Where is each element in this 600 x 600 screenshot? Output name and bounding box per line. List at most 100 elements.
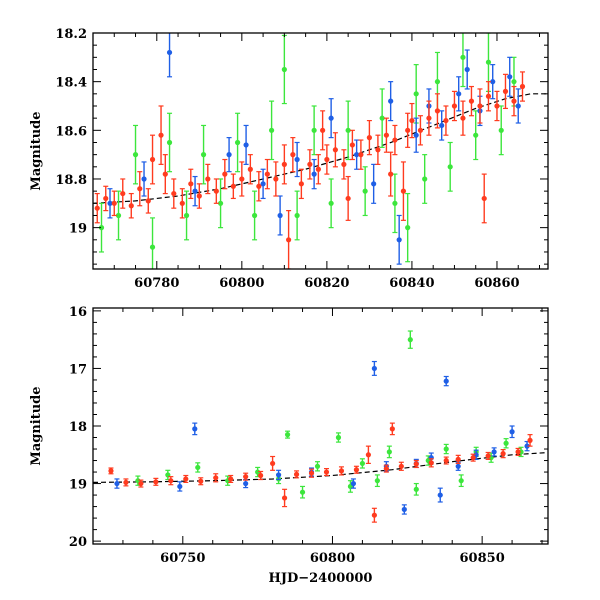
data-point (183, 212, 190, 219)
data-point (443, 378, 449, 384)
data-point (323, 469, 330, 475)
y-tick-label: 18.8 (55, 173, 87, 188)
data-point (470, 455, 476, 461)
data-point (477, 103, 483, 109)
data-point (98, 225, 105, 231)
data-point (494, 103, 500, 109)
data-point (103, 195, 109, 202)
data-point (294, 156, 300, 163)
data-point (177, 483, 183, 490)
data-point (298, 181, 304, 187)
x-tick-label: 60820 (304, 276, 349, 291)
data-point (481, 195, 487, 202)
data-point (198, 478, 204, 484)
x-tick-label: 60800 (310, 551, 355, 566)
data-point (307, 161, 313, 167)
data-point (213, 475, 219, 481)
data-point (166, 49, 173, 56)
data-point (456, 91, 462, 97)
fit-curve (93, 451, 548, 483)
data-point (311, 171, 317, 177)
data-point (511, 98, 517, 104)
data-point (255, 469, 261, 475)
data-point (434, 108, 441, 114)
data-point (308, 470, 315, 476)
data-point (485, 453, 491, 459)
x-tick-label: 60850 (460, 551, 505, 566)
data-point (200, 152, 207, 158)
data-point (485, 59, 492, 65)
data-point (443, 446, 449, 452)
data-point (400, 188, 407, 194)
y-tick-label: 18.4 (55, 76, 87, 91)
top-panel: 60780 60800 60820 60840 60860 18.2 18.4 18.6 18.… (29, 27, 549, 291)
data-point (234, 139, 241, 146)
data-point (293, 471, 300, 477)
data-point (290, 152, 296, 158)
data-point (503, 440, 509, 446)
y-tick-label: 18.6 (55, 124, 87, 139)
data-point (511, 79, 517, 85)
data-point (389, 426, 395, 432)
data-point (443, 117, 449, 124)
data-point (179, 200, 185, 206)
y-tick-label: 16 (69, 305, 87, 320)
data-point (335, 434, 342, 441)
data-point (149, 156, 156, 163)
data-point (256, 183, 262, 189)
data-point (243, 480, 249, 487)
series-red (94, 71, 526, 269)
data-point (354, 152, 360, 158)
data-point (217, 200, 224, 206)
data-point (281, 161, 287, 167)
data-point (371, 181, 377, 187)
data-point (345, 127, 351, 133)
data-point (392, 200, 398, 206)
data-point (443, 457, 449, 464)
data-point (383, 132, 390, 138)
data-point (485, 93, 492, 99)
data-point (149, 244, 156, 250)
x-axis-label: HJD−2400000 (269, 571, 373, 586)
x-tick-label: 60750 (160, 551, 205, 566)
data-point (166, 139, 173, 146)
axes-frame (92, 307, 549, 545)
data-point (258, 472, 264, 479)
plot-area (93, 330, 548, 523)
data-point (458, 478, 464, 484)
data-point (341, 161, 347, 167)
data-point (277, 212, 283, 219)
data-point (273, 176, 279, 182)
data-point (468, 98, 475, 104)
y-tick-label: 17 (69, 362, 87, 377)
data-point (286, 237, 292, 243)
data-point (359, 460, 366, 467)
data-point (358, 152, 364, 158)
data-point (379, 115, 385, 121)
data-point (460, 115, 466, 121)
data-point (270, 460, 276, 467)
data-point (422, 176, 428, 182)
data-point (413, 486, 419, 492)
data-point (498, 127, 504, 133)
data-point (464, 66, 470, 73)
data-point (314, 463, 321, 469)
data-point (264, 171, 270, 177)
data-point (141, 176, 147, 182)
data-point (284, 432, 291, 438)
data-point (388, 171, 394, 177)
data-point (371, 365, 377, 372)
data-point (137, 186, 143, 192)
data-point (490, 79, 496, 85)
ticks: 60750 60800 60850 16 17 18 19 20 (69, 305, 548, 566)
data-point (228, 476, 234, 482)
data-point (132, 152, 139, 158)
data-point (195, 464, 201, 471)
x-tick-label: 60800 (219, 276, 264, 291)
series-green (135, 330, 524, 499)
x-tick-label: 60860 (474, 276, 519, 291)
data-point (205, 176, 211, 182)
data-point (226, 152, 232, 158)
data-point (281, 495, 288, 501)
data-point (114, 480, 120, 487)
